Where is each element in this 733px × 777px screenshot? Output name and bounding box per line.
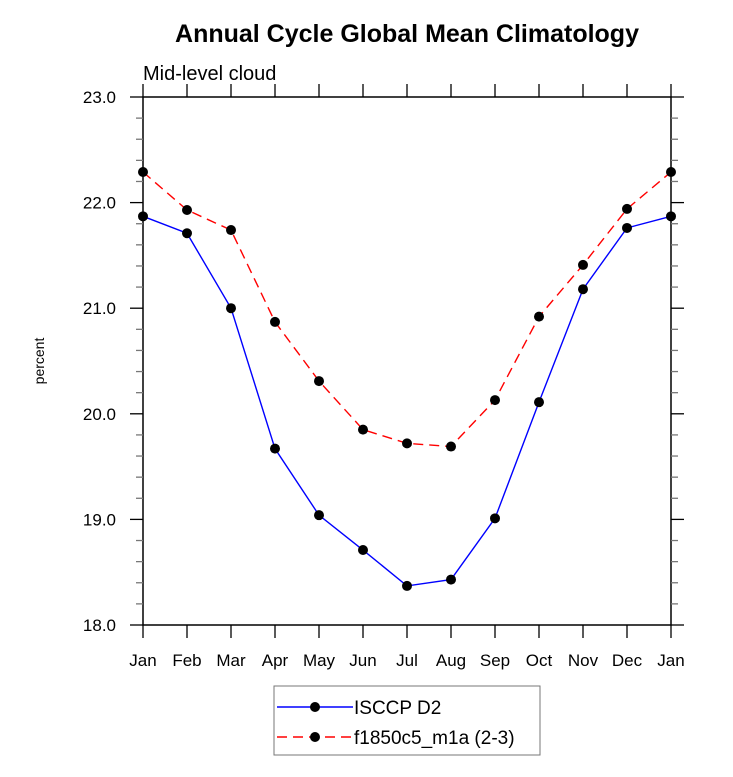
x-tick-label: Dec [612, 651, 643, 670]
y-axis-label: percent [31, 338, 47, 385]
x-tick-labels: Jan Feb Mar Apr May Jun Jul Aug Sep Oct Nov Dec Jan [129, 651, 684, 670]
x-tick-label: Apr [262, 651, 289, 670]
legend-label: ISCCP D2 [354, 698, 441, 719]
legend-box [273, 685, 541, 756]
data-point [314, 376, 324, 387]
data-point [402, 438, 412, 449]
data-point [534, 311, 544, 322]
series-line-1 [142, 171, 672, 448]
y-tick-label: 19.0 [83, 510, 116, 529]
x-tick-label: Sep [480, 651, 510, 670]
data-point [182, 204, 192, 215]
legend-marker [310, 732, 320, 742]
legend-label: f1850c5_m1a (2-3) [354, 728, 515, 749]
x-tick-label: May [303, 651, 336, 670]
legend: ISCCP D2 f1850c5_m1a (2-3) [273, 685, 541, 756]
chart-subtitle: Mid-level cloud [143, 63, 276, 85]
y-tick-label: 18.0 [83, 616, 116, 635]
data-point [270, 443, 280, 454]
data-point [402, 580, 412, 591]
y-tick-label: 22.0 [83, 194, 116, 213]
data-point [490, 395, 500, 406]
data-point [226, 303, 236, 314]
data-point [490, 513, 500, 524]
chart-title: Annual Cycle Global Mean Climatology [175, 20, 639, 48]
y-tick-labels: 18.0 19.0 20.0 21.0 22.0 23.0 [83, 88, 116, 635]
plot-frame [142, 96, 672, 626]
data-point [138, 166, 148, 177]
series-lines [142, 171, 672, 587]
x-tick-label: Jan [657, 651, 684, 670]
x-tick-label: Feb [172, 651, 201, 670]
data-point [270, 316, 280, 327]
data-point [666, 211, 676, 222]
series-markers [138, 166, 676, 591]
data-point [666, 166, 676, 177]
y-tick-label: 20.0 [83, 405, 116, 424]
data-point [358, 545, 368, 556]
data-point [622, 222, 632, 233]
data-point [578, 284, 588, 295]
data-point [534, 397, 544, 408]
x-tick-label: Jun [349, 651, 376, 670]
data-point [578, 259, 588, 270]
x-tick-label: Nov [568, 651, 599, 670]
data-point [138, 211, 148, 222]
legend-entry: ISCCP D2 [277, 698, 441, 719]
x-tick-label: Jul [396, 651, 418, 670]
series-line-0 [142, 215, 672, 587]
data-point [314, 510, 324, 521]
legend-marker [310, 702, 320, 712]
x-tick-label: Aug [436, 651, 466, 670]
data-point [358, 424, 368, 435]
x-tick-label: Jan [129, 651, 156, 670]
legend-entries: ISCCP D2 f1850c5_m1a (2-3) [277, 698, 515, 749]
x-tick-label: Mar [216, 651, 246, 670]
data-point [446, 574, 456, 585]
data-point [622, 203, 632, 214]
data-point [182, 228, 192, 239]
x-tick-label: Oct [526, 651, 553, 670]
y-tick-label: 23.0 [83, 88, 116, 107]
data-point [226, 225, 236, 236]
axis-ticks [130, 84, 684, 638]
data-point [446, 441, 456, 452]
y-tick-label: 21.0 [83, 299, 116, 318]
legend-entry: f1850c5_m1a (2-3) [277, 728, 515, 749]
